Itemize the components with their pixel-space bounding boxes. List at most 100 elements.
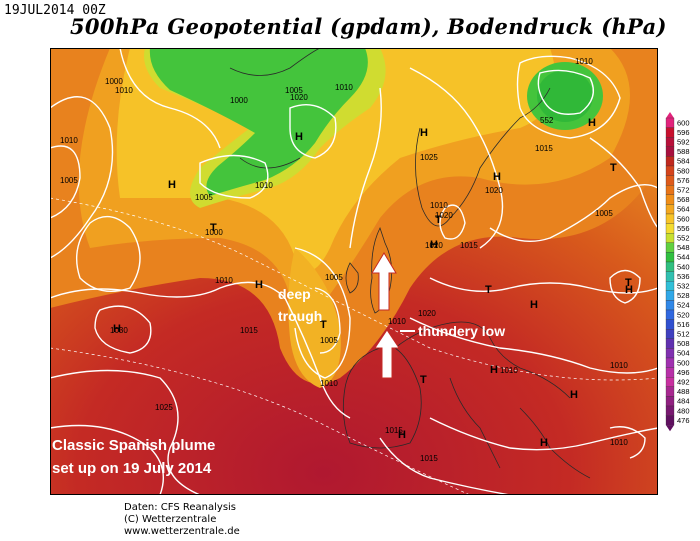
- legend-swatch: [665, 194, 675, 205]
- svg-text:1005: 1005: [320, 336, 338, 345]
- svg-text:1010: 1010: [60, 136, 78, 145]
- svg-text:1010: 1010: [335, 83, 353, 92]
- legend-swatch: [665, 156, 675, 167]
- svg-text:T: T: [320, 319, 327, 331]
- legend-swatch: [665, 405, 675, 416]
- trough-label: trough: [278, 308, 322, 324]
- legend-swatch: [665, 146, 675, 157]
- legend-label: 504: [677, 349, 690, 358]
- credits: Daten: CFS Reanalysis (C) Wetterzentrale…: [124, 502, 240, 538]
- deep-label: deep: [278, 286, 311, 302]
- svg-text:H: H: [588, 117, 596, 129]
- legend-label: 484: [677, 397, 690, 406]
- legend-label: 576: [677, 176, 690, 185]
- legend-swatch: [665, 357, 675, 368]
- legend-label: 524: [677, 301, 690, 310]
- legend-label: 508: [677, 339, 690, 348]
- caption-line-2: set up on 19 July 2014: [52, 460, 212, 477]
- svg-text:1010: 1010: [115, 86, 133, 95]
- legend-label: 532: [677, 282, 690, 291]
- legend-swatch: [665, 329, 675, 339]
- isobar-labels: 1000 1010 1000 1005 1020 1010 1010 1005 …: [60, 57, 628, 463]
- legend-label: 516: [677, 320, 690, 329]
- legend-label: 560: [677, 214, 690, 223]
- svg-text:1020: 1020: [485, 186, 503, 195]
- credit-copyright: (C) Wetterzentrale: [124, 514, 217, 525]
- svg-text:1025: 1025: [420, 153, 438, 162]
- svg-text:1005: 1005: [325, 273, 343, 282]
- legend-swatch: [665, 377, 675, 387]
- flow-arrows: [371, 252, 415, 379]
- legend-swatch: [665, 204, 675, 215]
- svg-text:1010: 1010: [610, 438, 628, 447]
- svg-text:1010: 1010: [610, 361, 628, 370]
- legend-label: 480: [677, 406, 690, 415]
- svg-text:H: H: [490, 364, 498, 376]
- legend-swatch: [665, 386, 675, 397]
- credit-data-source: Daten: CFS Reanalysis: [124, 502, 237, 513]
- legend-label: 540: [677, 262, 690, 271]
- legend-swatch: [665, 137, 675, 147]
- legend-label: 556: [677, 224, 690, 233]
- svg-text:1000: 1000: [205, 228, 223, 237]
- legend-top-arrow: [666, 112, 674, 118]
- svg-text:1010: 1010: [255, 181, 273, 190]
- legend-label: 520: [677, 310, 690, 319]
- svg-text:1005: 1005: [195, 193, 213, 202]
- credit-website: www.wetterzentrale.de: [124, 526, 240, 537]
- caption-line-1: Classic Spanish plume: [52, 437, 215, 454]
- low-green-zone: [149, 48, 368, 196]
- legend-swatch: [665, 281, 675, 291]
- legend-label: 552: [677, 234, 690, 243]
- legend-swatch: [665, 175, 675, 186]
- arrow-up-icon: [371, 252, 397, 311]
- svg-text:552: 552: [540, 116, 554, 125]
- coastlines: [229, 48, 591, 479]
- legend-label: 476: [677, 416, 690, 425]
- svg-text:H: H: [295, 131, 303, 143]
- legend-swatch: [665, 185, 675, 195]
- legend-label: 548: [677, 243, 690, 252]
- svg-text:T: T: [625, 277, 632, 289]
- svg-text:H: H: [493, 171, 501, 183]
- svg-text:1005: 1005: [595, 209, 613, 218]
- svg-text:H: H: [255, 279, 263, 291]
- thundery-low-label: thundery low: [418, 323, 505, 339]
- map-title: 500hPa Geopotential (gpdam), Bodendruck …: [70, 14, 667, 39]
- svg-text:1015: 1015: [460, 241, 478, 250]
- legend-swatch: [665, 271, 675, 282]
- legend-label: 528: [677, 291, 690, 300]
- svg-text:T: T: [420, 374, 427, 386]
- svg-text:1025: 1025: [155, 403, 173, 412]
- svg-text:T: T: [485, 284, 492, 296]
- svg-text:1015: 1015: [240, 326, 258, 335]
- svg-text:1005: 1005: [285, 86, 303, 95]
- svg-text:H: H: [168, 179, 176, 191]
- legend-label: 512: [677, 330, 690, 339]
- svg-text:1015: 1015: [385, 426, 403, 435]
- date-label: 19JUL2014 00Z: [4, 3, 106, 18]
- legend-bottom-arrow: [666, 425, 674, 432]
- svg-text:1010: 1010: [500, 366, 518, 375]
- svg-text:T: T: [210, 222, 217, 234]
- svg-text:H: H: [530, 299, 538, 311]
- svg-text:1020: 1020: [418, 309, 436, 318]
- weather-map: 1000 1010 1000 1005 1020 1010 1010 1005 …: [50, 48, 658, 495]
- legend-label: 496: [677, 368, 690, 377]
- legend-swatch: [665, 415, 675, 426]
- svg-text:1020: 1020: [290, 93, 308, 102]
- legend-swatch: [665, 300, 675, 311]
- svg-text:1000: 1000: [230, 96, 248, 105]
- legend-swatch: [665, 223, 675, 234]
- svg-text:1005: 1005: [60, 176, 78, 185]
- svg-text:H: H: [625, 284, 633, 296]
- svg-text:H: H: [420, 127, 428, 139]
- svg-text:T: T: [610, 162, 617, 174]
- colour-legend: 6005965925885845805765725685645605565525…: [665, 112, 690, 432]
- pressure-centres: H H T H H H H T H T H T H H T H T H H T …: [113, 117, 633, 449]
- svg-text:1030: 1030: [110, 326, 128, 335]
- legend-swatch: [665, 233, 675, 243]
- svg-text:H: H: [113, 323, 121, 335]
- legend-swatch: [665, 252, 675, 263]
- svg-text:1010: 1010: [320, 379, 338, 388]
